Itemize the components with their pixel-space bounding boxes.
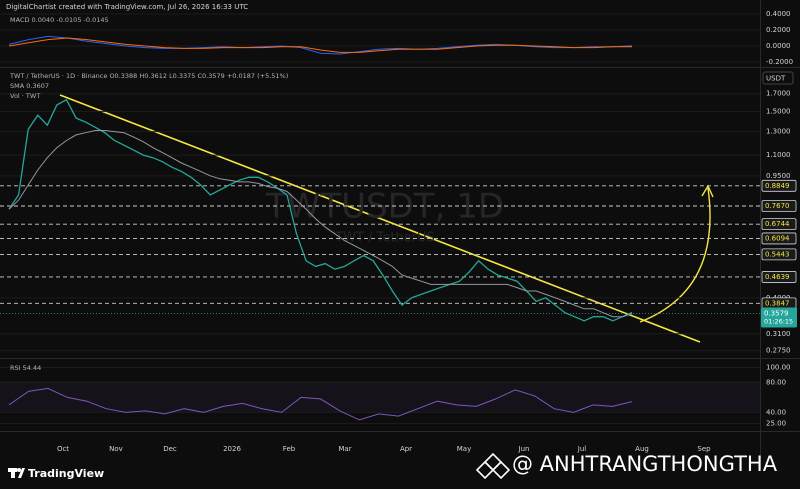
series-line	[8, 98, 633, 322]
y-tick-label: 40.00	[766, 408, 786, 416]
x-tick-label: Mar	[338, 445, 351, 453]
unit: USDT	[766, 75, 786, 83]
level-label: 0.6094	[765, 234, 790, 242]
x-tick-label: Jul	[577, 445, 587, 453]
y-tick-label: 0.3100	[766, 330, 791, 338]
x-tick-label: Aug	[635, 445, 649, 453]
y-tick-label: 1.5000	[766, 107, 791, 115]
unit-box	[762, 71, 794, 85]
x-tick-label: Dec	[163, 445, 177, 453]
y-tick-label: 80.00	[766, 378, 786, 386]
x-tick-label: Oct	[57, 445, 69, 453]
series-line	[8, 130, 633, 318]
series-line	[8, 387, 633, 421]
x-tick-label: Apr	[400, 445, 412, 453]
y-tick-label: -0.2000	[766, 58, 793, 66]
x-tick-label: 2026	[223, 445, 241, 453]
watermark: TWTUSDT, 1D	[265, 187, 504, 227]
level-label: 0.3847	[765, 299, 790, 307]
x-tick-label: May	[457, 445, 471, 453]
level-box	[761, 200, 797, 212]
level-label: 0.8849	[765, 182, 790, 190]
y-tick-label: 1.1000	[766, 151, 791, 159]
rsi-band	[0, 381, 760, 412]
y-tick-label: 0.4000	[766, 10, 791, 18]
x-tick-label: Sep	[697, 445, 711, 453]
legend-text: Vol · TWT	[10, 92, 40, 100]
y-tick-label: 1.3000	[766, 128, 791, 136]
level-box	[761, 232, 797, 245]
last-price-box	[761, 307, 797, 328]
credit: DigitalChartist created with TradingView…	[6, 3, 248, 11]
x-tick-label: Nov	[109, 445, 123, 453]
y-tick-label: 0.2750	[766, 347, 791, 355]
y-tick-label: 0.0000	[766, 42, 791, 50]
level-label: 0.4639	[765, 273, 790, 281]
legend-text: SMA 0.3607	[10, 82, 49, 90]
last-price-label: 0.3579	[764, 310, 789, 318]
brand: TradingView	[28, 467, 104, 480]
y-tick-label: 0.2000	[766, 26, 791, 34]
handle: @ ANHTRANGTHONGTHA	[512, 452, 778, 476]
x-tick-label: Jun	[518, 445, 530, 453]
series-line	[8, 37, 632, 53]
y-tick-label: 25.00	[766, 420, 786, 428]
y-tick-label: 100.00	[766, 363, 791, 371]
watermark: TWT / TetherUS	[334, 231, 435, 246]
countdown: 01:26:15	[764, 318, 793, 326]
x-tick-label: Feb	[283, 445, 296, 453]
brand-logo	[8, 468, 25, 478]
level-box	[761, 248, 797, 261]
series-line	[8, 35, 633, 55]
level-box	[761, 179, 797, 192]
level-label: 0.7670	[765, 202, 790, 210]
level-box	[761, 271, 797, 283]
level-label: 0.5443	[765, 250, 790, 258]
y-tick-label: 1.7000	[766, 90, 791, 98]
level-box	[761, 218, 797, 231]
y-tick-label: 0.9500	[766, 172, 791, 180]
trendline	[59, 94, 701, 343]
legend-text: RSI 54.44	[10, 364, 41, 372]
level-label: 0.6744	[765, 220, 790, 228]
arrow-curve	[639, 187, 711, 323]
legend-text: MACD 0.0040 -0.0105 -0.0145	[10, 16, 109, 24]
handle-icon	[475, 452, 511, 480]
legend-text: TWT / TetherUS · 1D · Binance O0.3388 H0…	[9, 72, 288, 80]
